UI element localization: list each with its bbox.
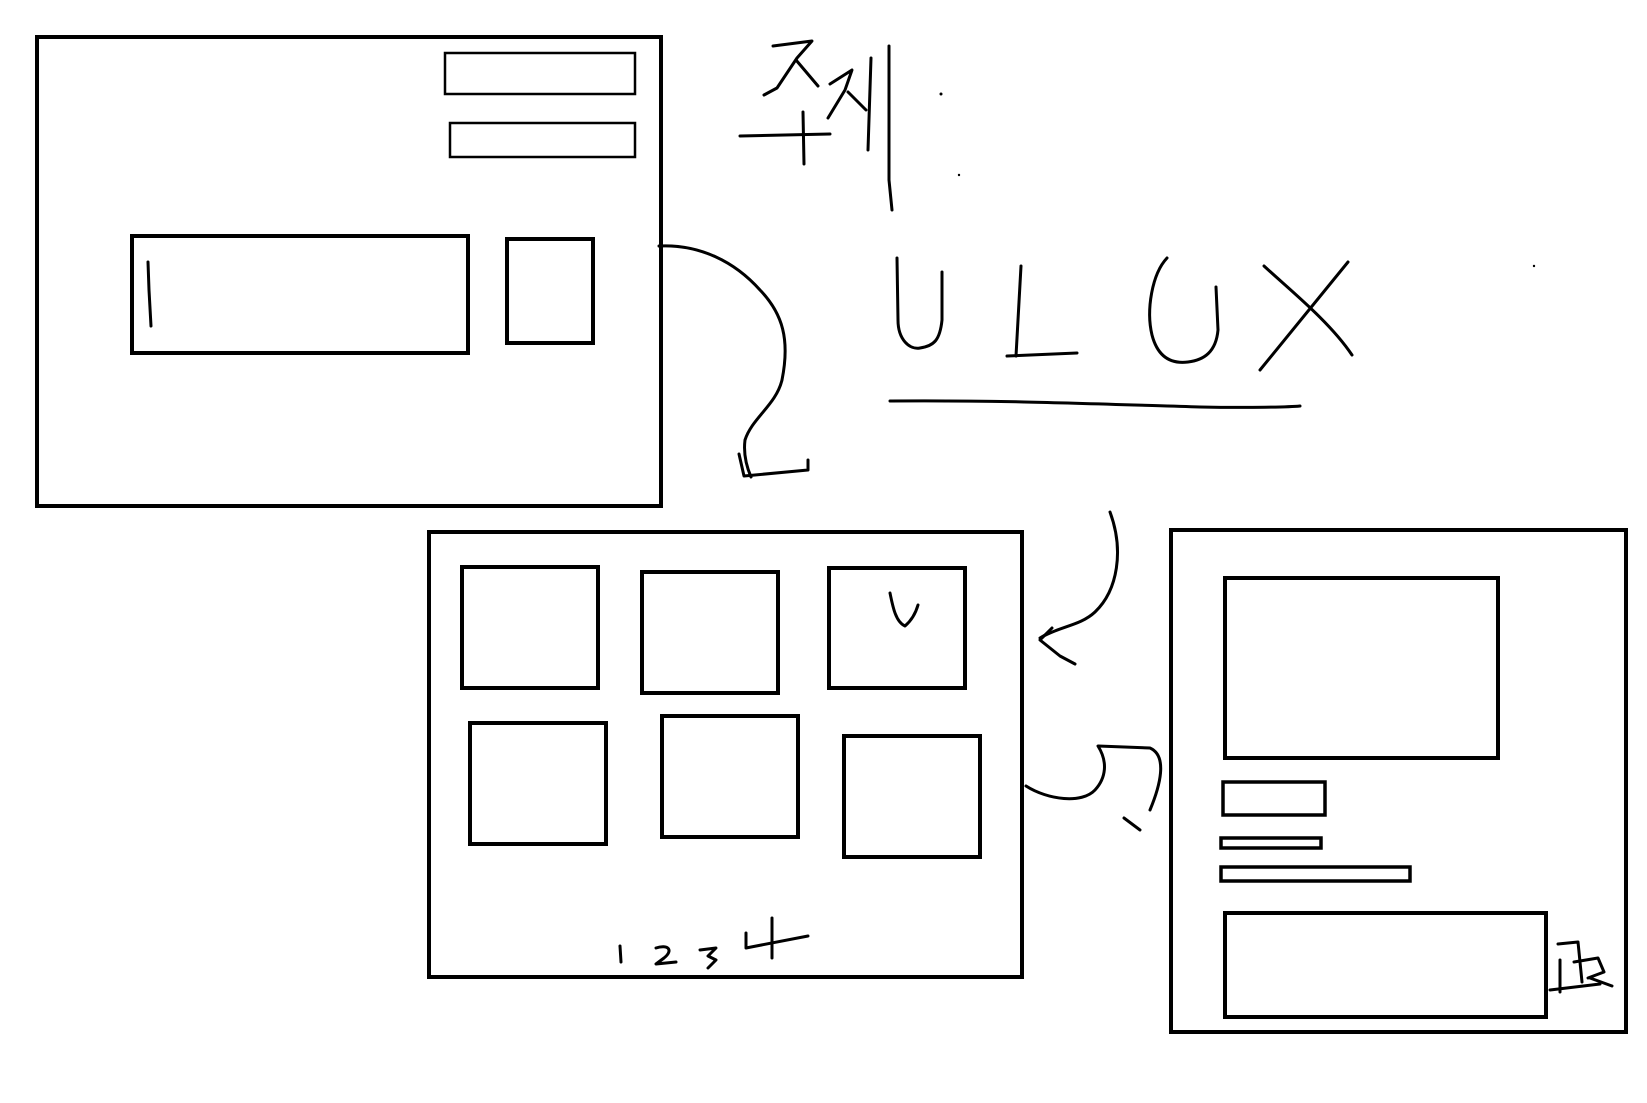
pagination[interactable]: [618, 916, 810, 970]
top-right-field-1[interactable]: [443, 51, 637, 96]
screen-search-frame: [35, 35, 663, 508]
arrow-search-to-list-head: [737, 452, 810, 478]
top-right-field-2[interactable]: [448, 121, 637, 159]
arrow-title-to-list-head: [1038, 626, 1077, 666]
page-1[interactable]: [618, 944, 623, 964]
screen-list: [427, 530, 1024, 979]
checkmark-text: v: [884, 586, 905, 627]
arrow-list-to-detail-head: [1122, 816, 1142, 832]
detail-title-field: [1221, 780, 1327, 817]
title-main-text: UI UX: [890, 255, 1289, 360]
screen-search: [35, 35, 663, 508]
screen-list-frame: [427, 530, 1024, 979]
checkmark-icon: [888, 591, 920, 628]
detail-comment-box[interactable]: [1223, 911, 1548, 1019]
arrow-title-to-list: [1038, 510, 1119, 640]
detail-image: [1223, 576, 1500, 760]
list-card-selected[interactable]: [827, 566, 967, 690]
search-cursor-text: |: [140, 258, 159, 323]
page-4[interactable]: [744, 931, 810, 950]
detail-meta-line: [1219, 865, 1412, 883]
page-3[interactable]: [698, 946, 718, 970]
comment-note-text: 댓글: [1548, 940, 1608, 984]
list-card[interactable]: [468, 721, 608, 846]
title-korean-text: 주제: [700, 40, 829, 141]
list-card[interactable]: [460, 565, 600, 690]
svg-text:UI UX: UI UX: [0, 0, 3, 1]
search-button[interactable]: [505, 237, 595, 345]
screen-detail: [1169, 528, 1628, 1034]
screen-detail-frame: [1169, 528, 1628, 1034]
arrow-search-to-list: [657, 244, 787, 479]
pagination-text[interactable]: 1234: [612, 934, 772, 959]
list-card[interactable]: [660, 714, 800, 839]
detail-meta-line: [1219, 836, 1323, 850]
title-korean: [738, 39, 1536, 268]
list-card[interactable]: [640, 570, 780, 695]
search-input-cursor: [146, 260, 153, 328]
page-number[interactable]: 1: [612, 934, 652, 959]
page-2[interactable]: [654, 945, 678, 966]
page-number[interactable]: 3: [692, 934, 732, 959]
arrow-list-to-detail: [1024, 744, 1163, 812]
page-number[interactable]: 4: [732, 934, 772, 959]
list-card[interactable]: [842, 734, 982, 859]
page-number[interactable]: 2: [652, 934, 692, 959]
title-main: UI UX: [0, 0, 1354, 409]
search-input[interactable]: [130, 234, 470, 355]
comment-note: [1548, 940, 1614, 994]
